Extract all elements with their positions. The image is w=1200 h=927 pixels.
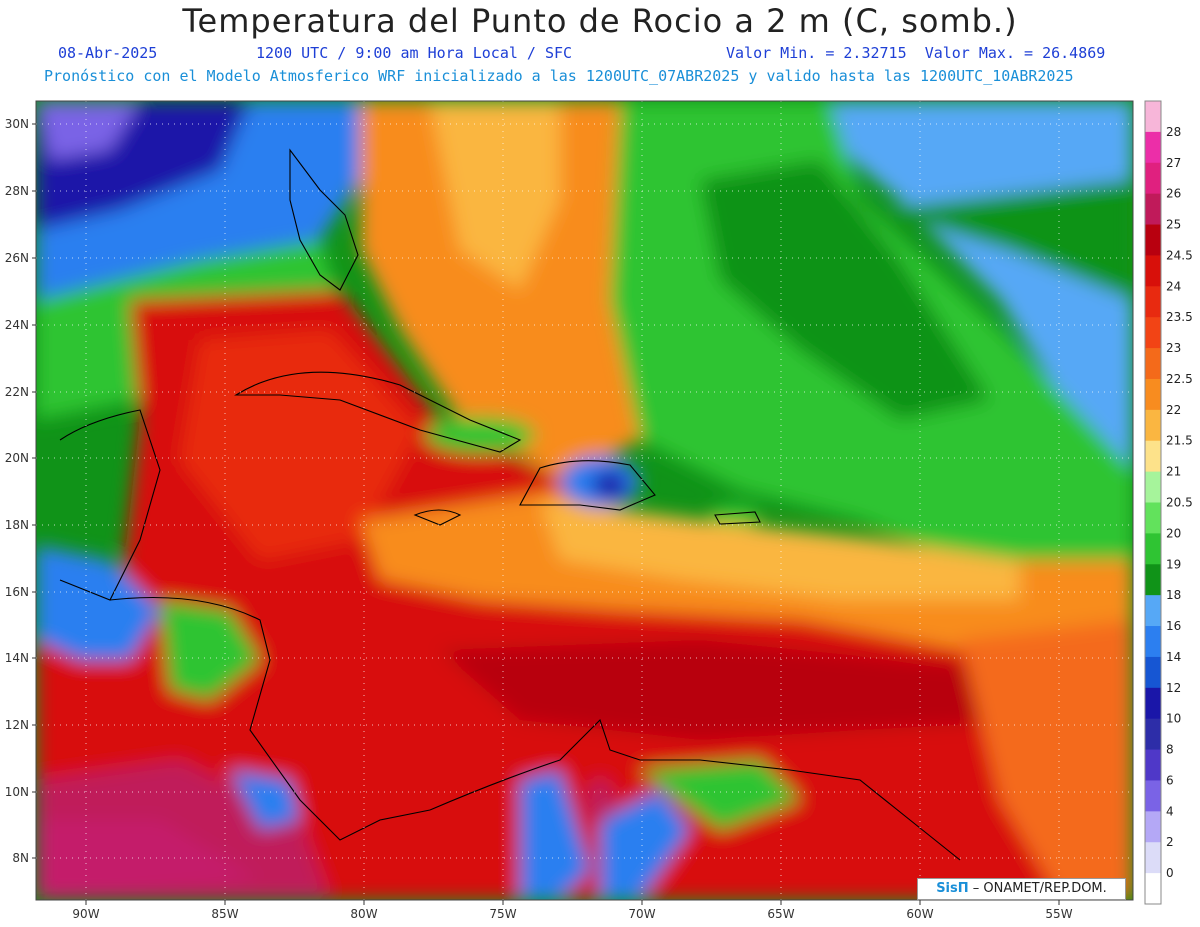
lon-label: 60W — [906, 907, 933, 921]
colorbar-label: 22 — [1166, 403, 1181, 417]
colorbar-swatch — [1145, 780, 1161, 812]
lat-label: 28N — [5, 184, 29, 198]
min-value: Valor Min. = 2.32715 — [726, 44, 907, 62]
lon-label: 65W — [767, 907, 794, 921]
colorbar-frame — [1144, 100, 1162, 905]
colorbar-swatch — [1145, 502, 1161, 534]
colorbar-label: 27 — [1166, 156, 1181, 170]
colorbar-label: 20.5 — [1166, 496, 1193, 510]
map-frame — [35, 100, 1134, 901]
lat-label: 30N — [5, 117, 29, 131]
colorbar-swatch — [1145, 348, 1161, 380]
colorbar-swatch — [1145, 873, 1161, 905]
forecast-time: 1200 UTC / 9:00 am Hora Local / SFC — [256, 44, 573, 62]
lat-label: 8N — [12, 851, 29, 865]
init-line: Pronóstico con el Modelo Atmosferico WRF… — [44, 67, 1074, 85]
colorbar-label: 28 — [1166, 125, 1181, 139]
colorbar-label: 21 — [1166, 465, 1181, 479]
colorbar-swatch — [1145, 842, 1161, 874]
colorbar-label: 10 — [1166, 712, 1181, 726]
colorbar-label: 2 — [1166, 835, 1174, 849]
colorbar-label: 0 — [1166, 866, 1174, 880]
lat-label: 16N — [5, 585, 29, 599]
lat-label: 12N — [5, 718, 29, 732]
colorbar-swatch — [1145, 101, 1161, 133]
colorbar-swatch — [1145, 533, 1161, 565]
lon-label: 75W — [489, 907, 516, 921]
axis-ticks — [32, 123, 1060, 905]
map-title: Temperatura del Punto de Rocio a 2 m (C,… — [182, 2, 1018, 40]
colorbar-label: 22.5 — [1166, 372, 1193, 386]
lat-label: 14N — [5, 651, 29, 665]
colorbar-swatch — [1145, 255, 1161, 287]
colorbar-label: 19 — [1166, 557, 1181, 571]
colorbar-swatch — [1145, 131, 1161, 164]
lat-label: 20N — [5, 451, 29, 465]
min-max-values: Valor Min. = 2.32715 Valor Max. = 26.486… — [726, 44, 1105, 62]
colorbar-label: 20 — [1166, 526, 1181, 540]
lon-label: 55W — [1045, 907, 1072, 921]
colorbar-swatch — [1145, 626, 1161, 658]
lat-label: 18N — [5, 518, 29, 532]
colorbar-swatch — [1145, 378, 1161, 411]
colorbar-swatch — [1145, 656, 1161, 689]
colorbar-swatch — [1145, 440, 1161, 473]
colorbar-label: 25 — [1166, 218, 1181, 232]
forecast-date: 08-Abr-2025 — [58, 44, 158, 62]
colorbar-label: 16 — [1166, 619, 1181, 633]
colorbar-swatch — [1145, 564, 1161, 596]
lon-label: 80W — [350, 907, 377, 921]
colorbar-label: 4 — [1166, 804, 1174, 818]
sisti-onamet-logo: SisΠ – ONAMET/REP.DOM. — [917, 878, 1126, 900]
max-value: Valor Max. = 26.4869 — [924, 44, 1106, 62]
colorbar-swatch — [1145, 224, 1161, 256]
lat-labels: 30N 28N 26N 24N 22N 20N 18N 16N 14N 12N … — [5, 117, 29, 865]
map-field — [36, 101, 1133, 900]
lat-label: 10N — [5, 785, 29, 799]
colorbar-label: 6 — [1166, 773, 1174, 787]
colorbar-label: 14 — [1166, 650, 1181, 664]
colorbar-label: 23 — [1166, 341, 1181, 355]
lon-label: 90W — [72, 907, 99, 921]
lat-label: 26N — [5, 251, 29, 265]
colorbar-label: 24.5 — [1166, 248, 1193, 262]
colorbar: 2827262524.52423.52322.52221.52120.52019… — [1144, 100, 1193, 905]
lon-label: 70W — [628, 907, 655, 921]
colorbar-label: 8 — [1166, 743, 1174, 757]
colorbar-swatch — [1145, 811, 1161, 843]
logo-org: – ONAMET/REP.DOM. — [972, 881, 1107, 896]
logo-brand: SisΠ — [936, 881, 969, 896]
colorbar-swatch — [1145, 749, 1161, 781]
colorbar-swatch — [1145, 595, 1161, 627]
lon-label: 85W — [211, 907, 238, 921]
colorbar-swatch — [1145, 687, 1161, 720]
lat-label: 22N — [5, 385, 29, 399]
colorbar-swatch — [1145, 162, 1161, 195]
lat-label: 24N — [5, 318, 29, 332]
colorbar-label: 12 — [1166, 681, 1181, 695]
colorbar-swatch — [1145, 471, 1161, 503]
colorbar-label: 18 — [1166, 588, 1181, 602]
coastlines — [59, 148, 961, 861]
colorbar-swatch — [1145, 193, 1161, 226]
colorbar-label: 23.5 — [1166, 310, 1193, 324]
colorbar-swatch — [1145, 718, 1161, 751]
colorbar-swatch — [1145, 286, 1161, 318]
colorbar-swatch — [1145, 317, 1161, 349]
colorbar-label: 26 — [1166, 187, 1181, 201]
colorbar-label: 24 — [1166, 279, 1181, 293]
colorbar-swatch — [1145, 409, 1161, 442]
colorbar-label: 21.5 — [1166, 434, 1193, 448]
lon-labels: 90W 85W 80W 75W 70W 65W 60W 55W — [72, 907, 1072, 921]
